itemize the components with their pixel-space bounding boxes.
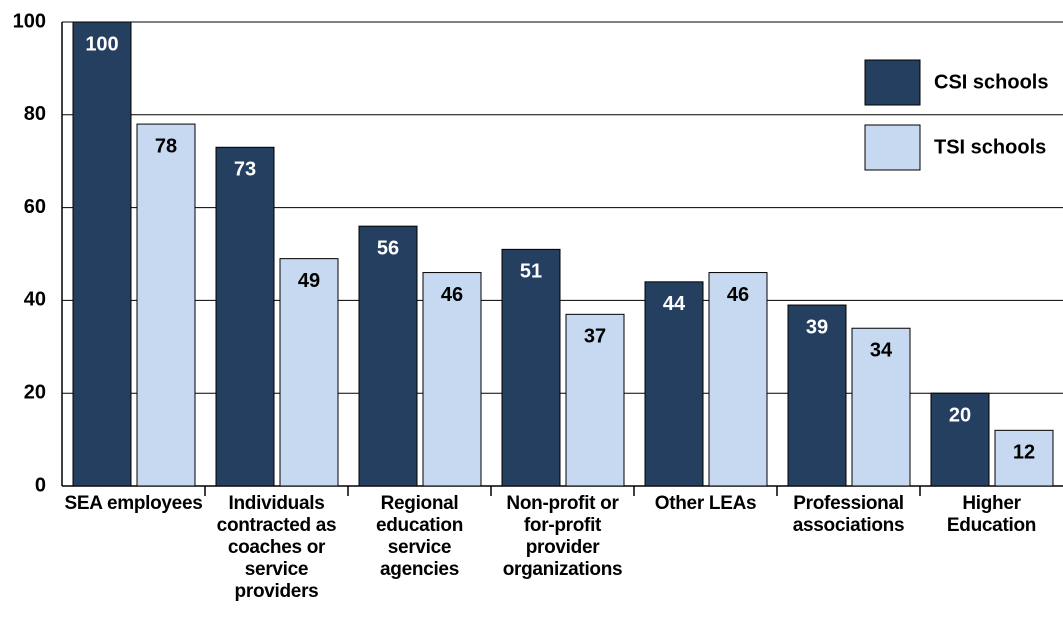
x-tick-label: Professional associations: [792, 493, 905, 536]
x-tick-label: Higher Education: [946, 493, 1037, 536]
value-label: 78: [155, 135, 177, 157]
bar: [565, 313, 625, 487]
bar: [644, 281, 704, 487]
legend-swatch: [864, 59, 921, 106]
x-tick-label: Non-profit or for-profit provider organi…: [502, 493, 623, 580]
bar: [851, 327, 911, 487]
bar: [422, 272, 482, 487]
value-label: 44: [663, 293, 686, 315]
x-tick-label: Other LEAs: [654, 493, 757, 514]
value-label: 20: [949, 404, 971, 426]
legend-swatch: [864, 124, 921, 171]
y-tick-label: 20: [24, 381, 46, 403]
value-label: 51: [520, 261, 542, 283]
value-label: 49: [298, 270, 320, 292]
value-label: 34: [870, 340, 893, 362]
y-tick-label: 60: [24, 196, 46, 218]
value-label: 39: [806, 316, 828, 338]
bar: [136, 123, 196, 487]
value-label: 56: [377, 237, 399, 259]
bar: [72, 21, 132, 487]
x-tick-label: Individuals contracted as coaches or ser…: [216, 493, 337, 602]
bar: [279, 258, 339, 487]
bar: [930, 392, 990, 487]
value-label: 37: [584, 326, 606, 348]
bar: [994, 429, 1054, 487]
y-tick-label: 40: [24, 289, 46, 311]
bar: [501, 248, 561, 487]
legend-label: TSI schools: [934, 136, 1046, 158]
value-label: 100: [85, 33, 118, 55]
value-label: 46: [441, 284, 463, 306]
x-tick-label: Regional education service agencies: [375, 493, 464, 580]
x-tick-label: SEA employees: [64, 493, 203, 514]
y-tick-label: 0: [35, 474, 46, 496]
legend-label: CSI schools: [934, 71, 1048, 93]
bar: [787, 304, 847, 487]
bar: [215, 146, 275, 487]
value-label: 73: [234, 159, 256, 181]
bar: [358, 225, 418, 487]
value-label: 46: [727, 284, 749, 306]
value-label: 12: [1013, 442, 1035, 464]
y-tick-label: 100: [13, 10, 46, 32]
y-tick-label: 80: [24, 103, 46, 125]
bar: [708, 272, 768, 487]
